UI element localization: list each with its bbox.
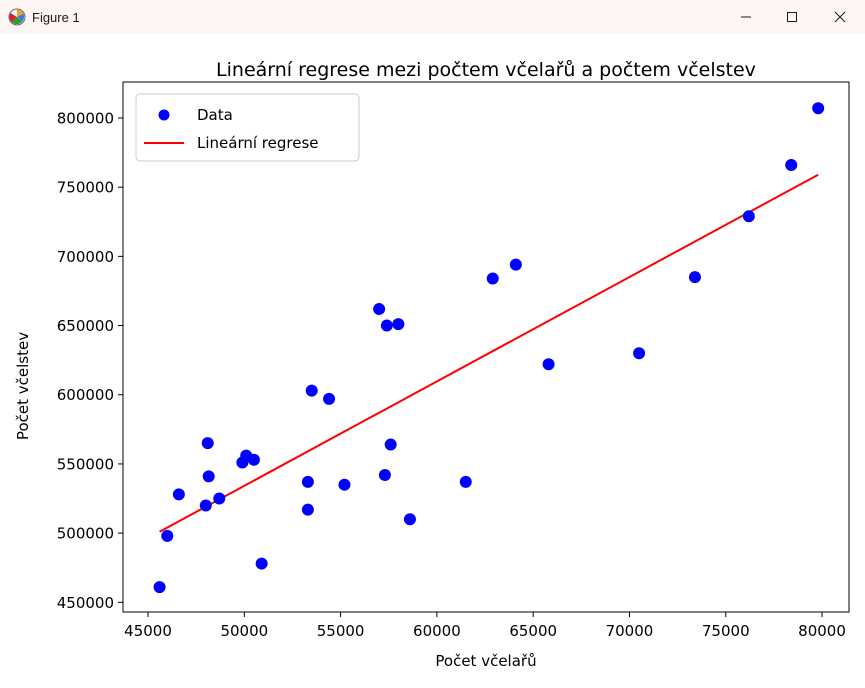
data-point xyxy=(172,488,185,501)
data-point xyxy=(688,271,701,284)
x-tick-label: 80000 xyxy=(798,622,846,640)
close-icon xyxy=(834,11,846,23)
y-tick-label: 750000 xyxy=(57,179,114,197)
y-axis-label: Počet včelstev xyxy=(14,332,32,440)
data-point xyxy=(509,258,522,271)
data-point xyxy=(392,318,405,331)
data-point xyxy=(633,347,646,360)
matplotlib-icon xyxy=(8,8,26,26)
data-point xyxy=(301,503,314,516)
x-tick-label: 60000 xyxy=(413,622,461,640)
data-point xyxy=(459,475,472,488)
window-title: Figure 1 xyxy=(32,9,80,25)
x-tick-label: 70000 xyxy=(606,622,654,640)
minimize-button[interactable] xyxy=(723,0,769,34)
x-tick-label: 55000 xyxy=(317,622,365,640)
legend-regression-label: Lineární regrese xyxy=(197,134,319,152)
regression-line xyxy=(159,173,819,533)
data-point xyxy=(378,469,391,482)
data-point xyxy=(213,492,226,505)
data-point xyxy=(305,384,318,397)
maximize-icon xyxy=(787,12,797,22)
data-point xyxy=(201,437,214,450)
scatter-plot: 45000 50000 55000 60000 65000 70000 75000 80000… xyxy=(14,59,850,670)
data-point xyxy=(161,529,174,542)
legend-data-label: Data xyxy=(197,106,233,124)
data-point xyxy=(323,392,336,405)
legend-box xyxy=(135,93,360,162)
data-point xyxy=(812,102,825,115)
data-point xyxy=(247,453,260,466)
close-button[interactable] xyxy=(815,0,865,34)
x-tick-label: 65000 xyxy=(509,622,557,640)
minimize-icon xyxy=(741,16,751,18)
window-titlebar: Figure 1 xyxy=(0,0,865,34)
y-tick-label: 550000 xyxy=(57,455,114,473)
data-point xyxy=(542,358,555,371)
data-point xyxy=(742,210,755,223)
x-tick-label: 75000 xyxy=(702,622,750,640)
y-tick-label: 650000 xyxy=(57,317,114,335)
data-point xyxy=(199,499,212,512)
axes-frame xyxy=(122,81,850,613)
data-point xyxy=(384,438,397,451)
y-tick-label: 450000 xyxy=(57,594,114,612)
data-point xyxy=(785,159,798,172)
legend: Data Lineární regrese xyxy=(135,93,360,162)
x-tick-label: 45000 xyxy=(124,622,172,640)
x-axis-label: Počet včelařů xyxy=(435,652,536,670)
data-point xyxy=(380,319,393,332)
data-point xyxy=(373,302,386,315)
y-tick-label: 800000 xyxy=(57,109,114,127)
data-point xyxy=(301,475,314,488)
chart-title: Lineární regrese mezi počtem včelařů a p… xyxy=(216,59,756,81)
window-controls xyxy=(723,0,865,34)
y-tick-label: 500000 xyxy=(57,525,114,543)
data-point xyxy=(255,557,268,570)
y-tick-label: 700000 xyxy=(57,248,114,266)
data-point xyxy=(403,513,416,526)
data-point xyxy=(486,272,499,285)
y-tick-label: 600000 xyxy=(57,386,114,404)
data-point xyxy=(202,470,215,483)
x-tick-label: 50000 xyxy=(220,622,268,640)
maximize-button[interactable] xyxy=(769,0,815,34)
data-point xyxy=(338,478,351,491)
legend-data-marker xyxy=(158,109,170,121)
data-point xyxy=(153,581,166,594)
